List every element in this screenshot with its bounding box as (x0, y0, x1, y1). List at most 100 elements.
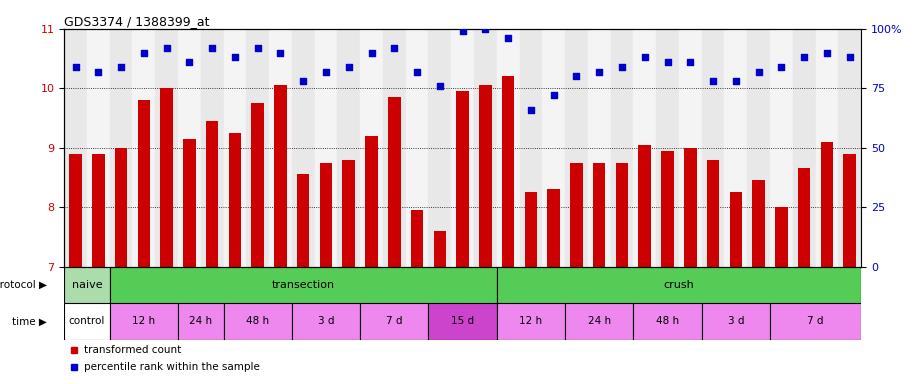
Point (319, 68, 333, 74)
Bar (360, 303, 429, 340)
Bar (496, 29, 519, 266)
Bar (656, 29, 679, 266)
Bar (479, 85, 492, 266)
Point (387, 45, 401, 51)
Bar (496, 266, 861, 303)
Bar (429, 303, 496, 340)
Bar (638, 145, 651, 266)
Bar (775, 207, 788, 266)
Point (273, 50, 288, 56)
Point (546, 92, 561, 98)
Bar (360, 29, 383, 266)
Point (227, 54, 242, 60)
Bar (337, 29, 360, 266)
Bar (297, 174, 310, 266)
Bar (229, 133, 241, 266)
Text: 48 h: 48 h (246, 316, 269, 326)
Bar (110, 266, 496, 303)
Bar (274, 85, 287, 266)
Bar (292, 303, 360, 340)
Bar (246, 29, 269, 266)
Bar (410, 210, 423, 266)
Bar (314, 29, 337, 266)
Bar (792, 29, 815, 266)
Bar (838, 29, 861, 266)
Point (365, 50, 379, 56)
Bar (433, 231, 446, 266)
Bar (456, 91, 469, 266)
Point (843, 54, 857, 60)
Bar (519, 29, 542, 266)
Point (250, 45, 265, 51)
Bar (137, 100, 150, 266)
Bar (224, 29, 246, 266)
Bar (343, 160, 355, 266)
Bar (661, 151, 674, 266)
Text: GDS3374 / 1388399_at: GDS3374 / 1388399_at (64, 15, 210, 28)
Point (91, 68, 105, 74)
Bar (224, 303, 292, 340)
Bar (64, 29, 87, 266)
Point (114, 64, 128, 70)
Text: 3 d: 3 d (318, 316, 334, 326)
Bar (178, 303, 224, 340)
Text: 12 h: 12 h (519, 316, 542, 326)
Bar (542, 29, 565, 266)
Bar (588, 29, 611, 266)
Bar (87, 29, 110, 266)
Bar (388, 97, 400, 266)
Bar (183, 139, 196, 266)
Point (660, 59, 675, 65)
Bar (679, 29, 702, 266)
Text: percentile rank within the sample: percentile rank within the sample (84, 362, 260, 372)
Bar (565, 303, 633, 340)
Bar (525, 192, 537, 266)
Bar (133, 29, 155, 266)
Point (820, 50, 834, 56)
Bar (633, 303, 702, 340)
Point (501, 35, 516, 41)
Bar (110, 29, 133, 266)
Bar (616, 162, 628, 266)
Bar (633, 29, 656, 266)
Text: naive: naive (71, 280, 103, 290)
Bar (844, 154, 856, 266)
Bar (821, 142, 834, 266)
Text: 7 d: 7 d (386, 316, 402, 326)
Point (478, 26, 493, 32)
Text: time ▶: time ▶ (12, 316, 47, 326)
Bar (251, 103, 264, 266)
Bar (64, 303, 110, 340)
Bar (178, 29, 201, 266)
Text: crush: crush (663, 280, 694, 290)
Bar (752, 180, 765, 266)
Point (136, 50, 151, 56)
Point (455, 28, 470, 34)
Point (409, 68, 424, 74)
Bar (496, 303, 565, 340)
Bar (160, 88, 173, 266)
Bar (747, 29, 770, 266)
Bar (548, 189, 560, 266)
Text: 15 d: 15 d (451, 316, 474, 326)
Bar (611, 29, 633, 266)
Bar (702, 29, 725, 266)
Bar (320, 162, 333, 266)
Text: protocol ▶: protocol ▶ (0, 280, 47, 290)
Bar (452, 29, 474, 266)
Bar (593, 162, 605, 266)
Text: 3 d: 3 d (727, 316, 744, 326)
Bar (770, 303, 861, 340)
Point (68, 64, 82, 70)
Bar (155, 29, 178, 266)
Bar (292, 29, 314, 266)
Bar (64, 266, 110, 303)
Bar (110, 303, 178, 340)
Point (728, 78, 743, 84)
Bar (406, 29, 429, 266)
Point (615, 64, 629, 70)
Bar (474, 29, 496, 266)
Bar (729, 192, 742, 266)
Bar (707, 160, 719, 266)
Bar (770, 29, 792, 266)
